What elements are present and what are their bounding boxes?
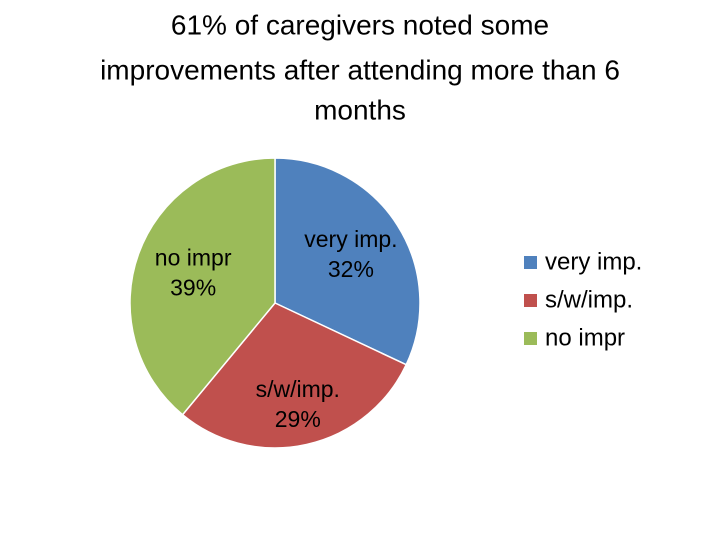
pie-slice <box>181 302 408 449</box>
data-label-category: s/w/imp. <box>256 376 340 402</box>
chart-title: 61% of caregivers noted some <box>171 9 549 40</box>
legend-label: no impr <box>545 324 625 351</box>
data-label-value: 39% <box>170 275 216 301</box>
pie-slice <box>129 157 276 416</box>
legend-label: s/w/imp. <box>545 286 633 313</box>
legend-label: very imp. <box>545 248 642 275</box>
legend-swatch <box>524 332 537 345</box>
data-label-category: no impr <box>155 245 232 271</box>
data-label-value: 29% <box>275 406 321 432</box>
legend-swatch <box>524 294 537 307</box>
pie-slice <box>274 157 421 366</box>
chart-title: improvements after attending more than 6 <box>100 54 620 85</box>
chart-title: months <box>314 94 406 125</box>
legend-swatch <box>524 256 537 269</box>
data-label-category: very imp. <box>304 226 397 252</box>
data-label-value: 32% <box>328 256 374 282</box>
